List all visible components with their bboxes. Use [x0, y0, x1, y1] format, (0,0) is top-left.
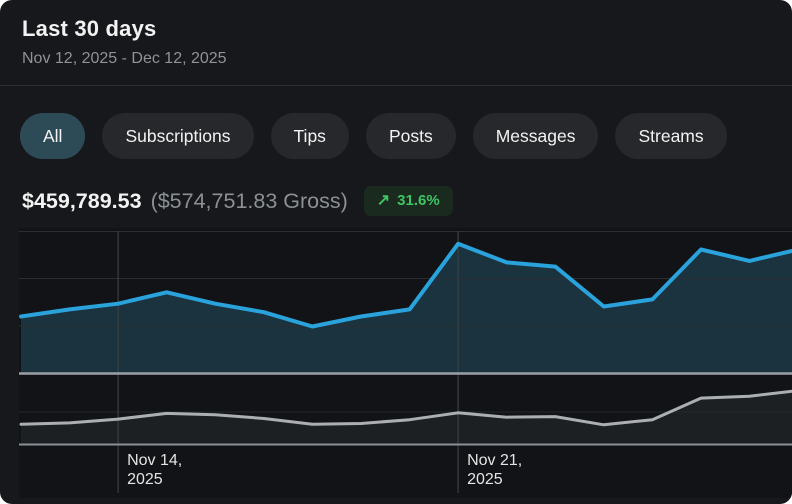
filter-tab-posts[interactable]: Posts: [365, 113, 456, 159]
growth-badge: ↗ 31.6%: [363, 186, 453, 216]
x-axis-label-nov14: Nov 14, 2025: [127, 452, 183, 488]
page-title: Last 30 days: [22, 16, 157, 41]
gross-earnings-amount: ($574,751.83 Gross): [150, 188, 348, 213]
trend-up-icon: ↗: [376, 192, 391, 209]
earnings-summary: $459,789.53 ($574,751.83 Gross) ↗ 31.6%: [22, 186, 453, 216]
filter-tab-messages[interactable]: Messages: [472, 113, 599, 159]
header-divider: [0, 85, 792, 86]
filter-tabs: All Subscriptions Tips Posts Messages St…: [20, 113, 727, 159]
mini-area-fill: [21, 391, 792, 445]
horizontal-gridlines: [19, 231, 792, 413]
filter-tab-subscriptions[interactable]: Subscriptions: [102, 113, 254, 159]
filter-tab-streams[interactable]: Streams: [615, 113, 727, 159]
vertical-gridlines: [117, 231, 459, 493]
main-series-line: [19, 241, 792, 329]
main-area-fill: [21, 243, 792, 374]
net-earnings-amount: $459,789.53: [22, 188, 142, 213]
header: Last 30 days Nov 12, 2025 - Dec 12, 2025: [0, 0, 792, 69]
x-axis-label-nov21: Nov 21, 2025: [467, 452, 523, 488]
growth-percent: 31.6%: [397, 192, 440, 209]
mini-series-line: [19, 389, 792, 427]
plot-background: [19, 228, 792, 498]
date-range: Nov 12, 2025 - Dec 12, 2025: [22, 50, 227, 67]
filter-tab-tips[interactable]: Tips: [270, 113, 349, 159]
filter-tab-all[interactable]: All: [20, 113, 86, 159]
